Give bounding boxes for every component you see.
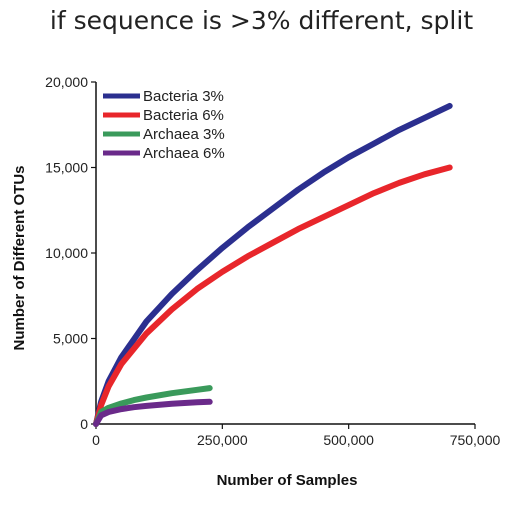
- legend-label: Bacteria 6%: [143, 107, 224, 124]
- y-tick-label: 10,000: [45, 245, 88, 261]
- series-line-bacteria-3-: [93, 102, 453, 427]
- y-tick-label: 0: [80, 416, 88, 432]
- series-line-archaea-3-: [93, 385, 213, 427]
- legend-label: Archaea 3%: [143, 126, 225, 143]
- y-tick-label: 5,000: [53, 331, 88, 347]
- x-axis-title: Number of Samples: [217, 472, 358, 489]
- x-tick-label: 750,000: [450, 432, 501, 448]
- series-line-bacteria-6-: [93, 164, 453, 427]
- y-tick-label: 15,000: [45, 160, 88, 176]
- x-tick-label: 250,000: [197, 432, 248, 448]
- y-tick-label: 20,000: [45, 74, 88, 90]
- series-line-archaea-6-: [93, 398, 213, 427]
- legend-label: Bacteria 3%: [143, 88, 224, 105]
- header-text: if sequence is >3% different, split: [49, 6, 474, 35]
- y-axis-title: Number of Different OTUs: [11, 165, 28, 350]
- x-tick-label: 500,000: [323, 432, 374, 448]
- legend-label: Archaea 6%: [143, 145, 225, 162]
- x-tick-label: 0: [92, 432, 100, 448]
